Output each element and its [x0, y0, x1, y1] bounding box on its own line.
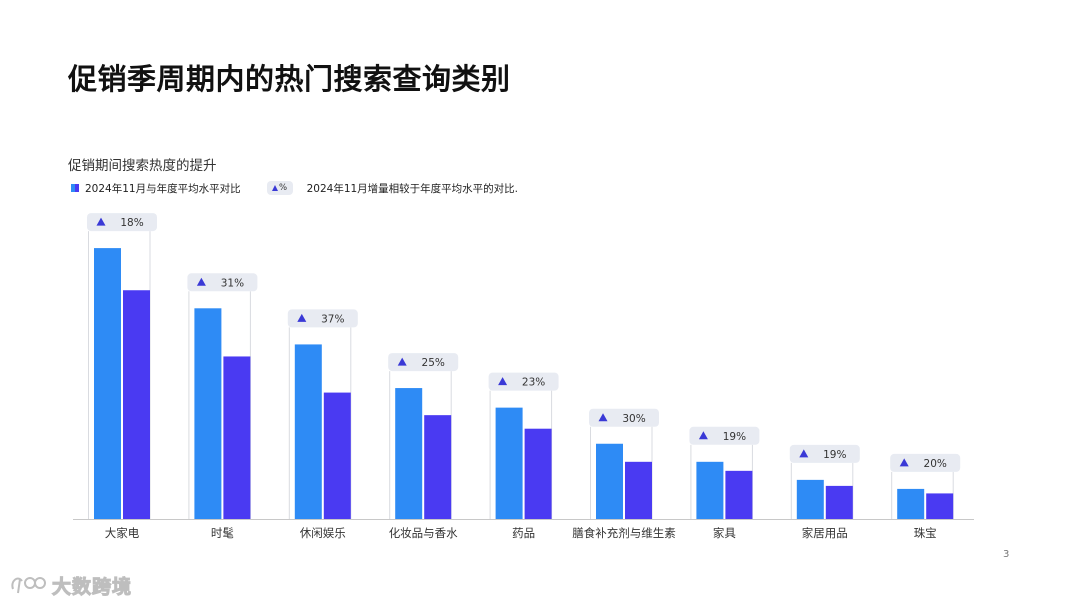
bar-series-1	[796, 479, 824, 519]
bar-series-2	[725, 470, 753, 519]
category-label: 药品	[512, 526, 535, 540]
chart-legend: 2024年11月与年度平均水平对比 % 2024年11月增量相较于年度平均水平的…	[71, 180, 518, 196]
bar-series-2	[524, 428, 552, 519]
growth-badge	[689, 426, 760, 445]
triangle-up-icon	[899, 458, 909, 467]
triangle-up-icon	[799, 449, 809, 458]
growth-badge-label: 20%	[924, 458, 947, 470]
category-label: 时髦	[211, 526, 234, 540]
page-title: 促销季周期内的热门搜索查询类别	[68, 62, 511, 96]
growth-badge-label: 30%	[622, 413, 645, 425]
category-label: 化妆品与香水	[389, 526, 458, 540]
growth-badge	[287, 309, 358, 328]
category-label: 大家电	[105, 526, 140, 540]
growth-badge	[187, 273, 258, 292]
watermark: 大数跨境	[8, 568, 148, 602]
bar-series-1	[294, 344, 322, 519]
category-label: 膳食补充剂与维生素	[572, 526, 676, 540]
legend-badge-description: 2024年11月增量相较于年度平均水平的对比.	[306, 182, 519, 195]
growth-badge-label: 19%	[823, 449, 846, 461]
category-label: 休闲娱乐	[300, 526, 346, 540]
chart-title: 促销期间搜索热度的提升	[68, 158, 217, 174]
category-label: 家具	[713, 526, 736, 540]
triangle-up-icon	[297, 313, 307, 322]
growth-badge-label: 25%	[422, 357, 445, 369]
triangle-up-icon	[498, 377, 508, 386]
triangle-up-icon	[96, 217, 106, 226]
triangle-up-icon	[698, 431, 708, 440]
bar-series-2	[223, 356, 251, 519]
growth-badge-label: 37%	[321, 313, 344, 325]
growth-badge-label: 23%	[522, 377, 545, 389]
bar-series-2	[123, 290, 150, 519]
legend-badge: %	[266, 181, 293, 195]
bar-series-1	[696, 461, 724, 519]
bar-series-1	[194, 308, 222, 519]
watermark-logo-icon	[11, 577, 46, 594]
bar-series-2	[323, 392, 351, 519]
bar-series-1	[596, 443, 623, 519]
watermark-text: 大数跨境	[51, 575, 133, 598]
growth-badge	[589, 408, 659, 427]
growth-badge	[488, 372, 559, 391]
growth-badge	[789, 444, 860, 463]
triangle-up-icon	[598, 413, 608, 422]
bar-series-2	[424, 415, 452, 519]
growth-badge	[87, 213, 157, 232]
growth-badge-label: 18%	[120, 217, 143, 229]
growth-badge-label: 19%	[723, 431, 746, 443]
category-label: 珠宝	[914, 526, 937, 540]
legend-badge-label: %	[279, 183, 288, 193]
page-number: 3	[1003, 549, 1010, 560]
bar-series-1	[495, 407, 523, 519]
growth-badge	[890, 453, 961, 472]
legend-series-label: 2024年11月与年度平均水平对比	[85, 182, 241, 195]
bar-chart: 18% 大家电 31% 时髦 37% 休闲娱乐 25% 化妆品与香水 23% 药品 30% 膳食补充剂…	[73, 213, 974, 540]
growth-badge-label: 31%	[221, 277, 244, 289]
bar-series-2	[625, 461, 652, 519]
bar-series-2	[825, 485, 853, 519]
triangle-up-icon	[196, 277, 206, 286]
triangle-up-icon	[272, 185, 279, 191]
triangle-up-icon	[397, 357, 407, 366]
growth-badge	[388, 353, 459, 372]
category-label: 家居用品	[802, 526, 848, 540]
bar-series-1	[395, 388, 423, 519]
legend-swatch	[71, 184, 79, 192]
bar-series-1	[94, 248, 121, 519]
bar-series-1	[897, 488, 925, 519]
bar-series-2	[926, 493, 954, 519]
